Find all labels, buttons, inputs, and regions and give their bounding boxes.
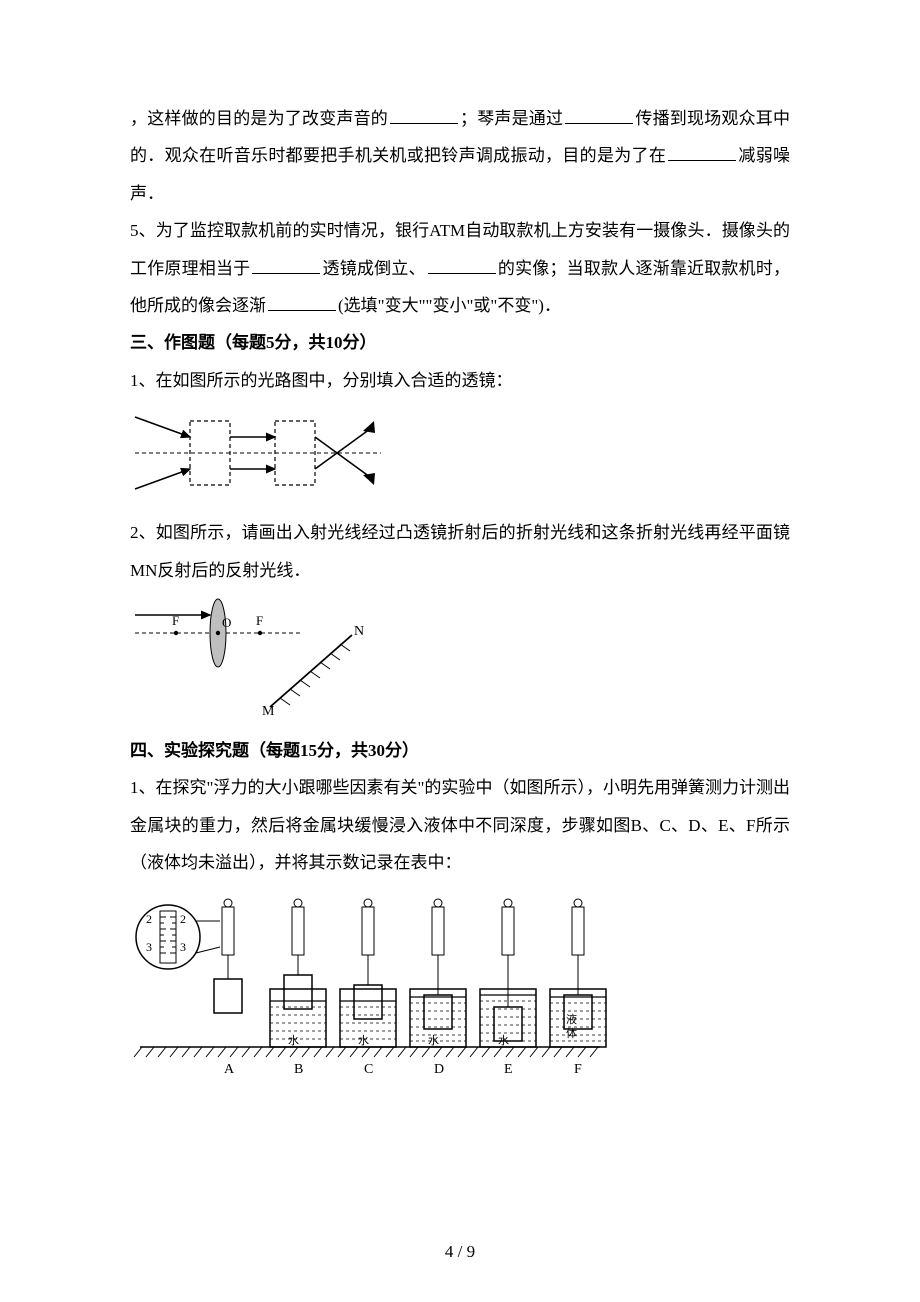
section3-q2: 2、如图所示，请画出入射光线经过凸透镜折射后的折射光线和这条折射光线再经平面镜M…: [130, 514, 790, 589]
label-D: D: [434, 1062, 444, 1077]
water-label-B: 水: [288, 1034, 299, 1047]
text-frag: 透镜成倒立、: [322, 259, 425, 278]
text-frag: (选填"变大""变小"或"不变")．: [338, 296, 561, 315]
page-number: 4 / 9: [0, 1242, 920, 1262]
question-5: 5、为了监控取款机前的实时情况，银行ATM自动取款机上方安装有一摄像头．摄像头的…: [130, 212, 790, 324]
section-4-heading: 四、实验探究题（每题15分，共30分）: [130, 732, 790, 769]
water-label-E: 水: [498, 1034, 509, 1047]
blank-field[interactable]: [390, 107, 458, 124]
label-B: B: [294, 1062, 303, 1077]
blank-field[interactable]: [668, 144, 736, 161]
liquid-label-F1: 液: [566, 1012, 577, 1026]
section4-q1: 1、在探究"浮力的大小跟哪些因素有关"的实验中（如图所示），小明先用弹簧测力计测…: [130, 769, 790, 881]
label-F: F: [574, 1062, 582, 1077]
scale-num-3-right: 3: [180, 940, 186, 954]
setup-B: 水: [270, 899, 326, 1047]
section-3-heading: 三、作图题（每题5分，共10分）: [130, 324, 790, 361]
setup-F: 液 体: [550, 899, 606, 1047]
label-F-right: F: [256, 613, 263, 628]
blank-field[interactable]: [252, 257, 320, 274]
continuation-paragraph: ，这样做的目的是为了改变声音的；琴声是通过传播到现场观众耳中的．观众在听音乐时都…: [130, 100, 790, 212]
figure-convex-mirror: F F O M N: [130, 597, 790, 722]
water-label-C: 水: [358, 1034, 369, 1047]
label-A: A: [224, 1062, 235, 1077]
blank-field[interactable]: [428, 257, 496, 274]
setup-E: 水: [480, 899, 536, 1047]
setup-D: 水: [410, 899, 466, 1047]
figure-lens-diagram: [130, 407, 790, 504]
setup-C: 水: [340, 899, 396, 1047]
setup-A: [214, 899, 242, 1013]
label-O: O: [222, 615, 231, 630]
figure-buoyancy: 2 3 2 3 A 水 B 水 C: [130, 889, 790, 1084]
blank-field[interactable]: [565, 107, 633, 124]
label-C: C: [364, 1062, 373, 1077]
section3-q1: 1、在如图所示的光路图中，分别填入合适的透镜：: [130, 362, 790, 399]
liquid-label-F2: 体: [566, 1026, 577, 1040]
text-frag: ；琴声是通过: [460, 109, 563, 128]
text-frag: ，这样做的目的是为了改变声音的: [130, 109, 388, 128]
scale-num-3-left: 3: [146, 940, 152, 954]
label-N: N: [354, 624, 364, 639]
blank-field[interactable]: [268, 294, 336, 311]
scale-num-2-left: 2: [146, 912, 152, 926]
label-E: E: [504, 1062, 513, 1077]
label-M: M: [262, 704, 275, 717]
water-label-D: 水: [428, 1034, 439, 1047]
scale-num-2-right: 2: [180, 912, 186, 926]
